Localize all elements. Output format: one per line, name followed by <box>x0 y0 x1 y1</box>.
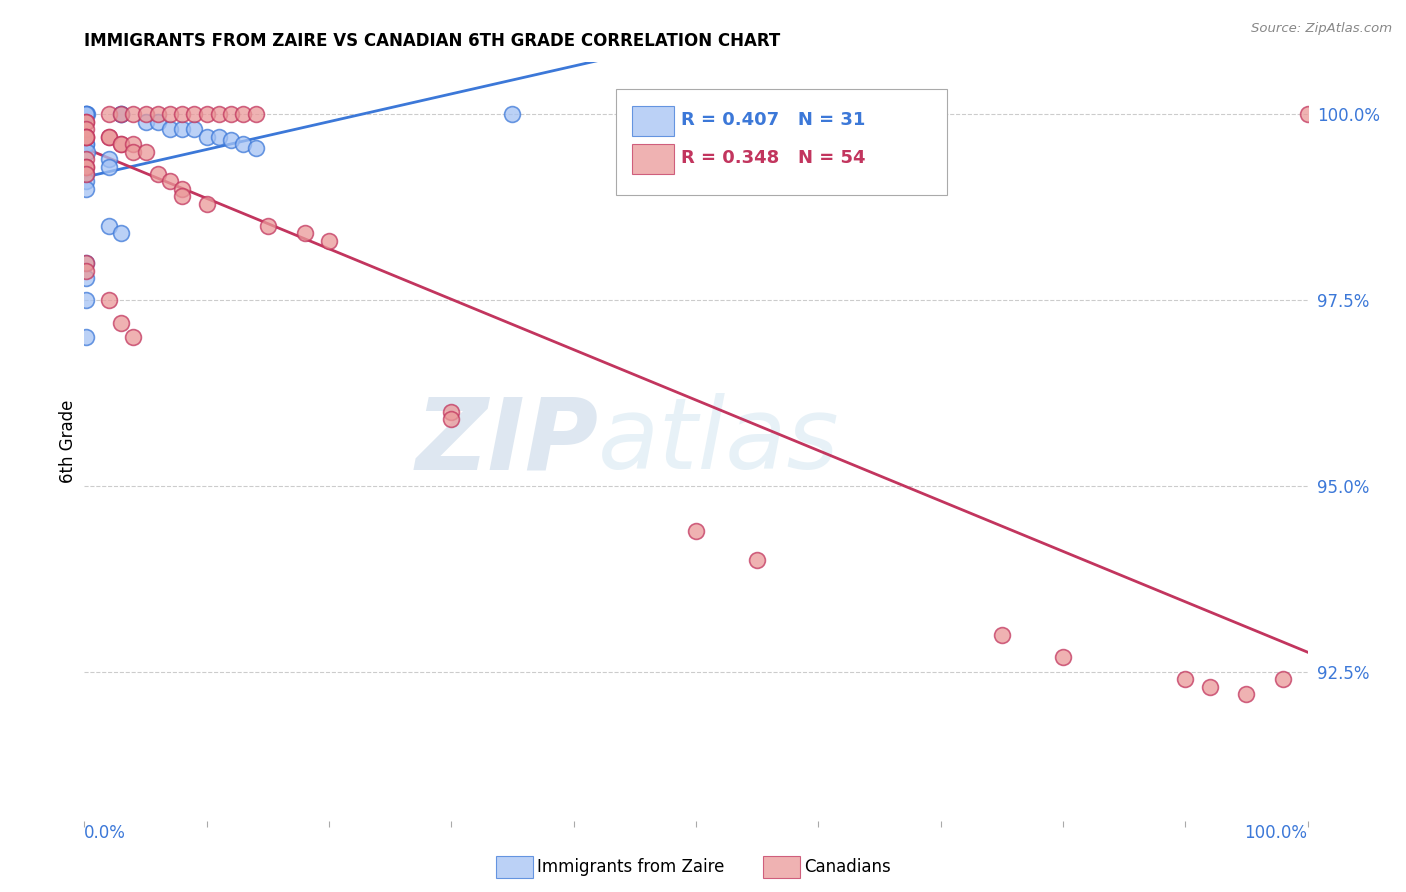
Point <box>208 107 231 121</box>
Point <box>75 137 97 152</box>
Point <box>219 107 242 121</box>
Point <box>183 122 205 136</box>
Point <box>1296 107 1319 121</box>
Point <box>75 115 97 129</box>
Point <box>318 234 340 248</box>
Point <box>110 107 132 121</box>
Point <box>97 293 120 308</box>
Point <box>172 122 194 136</box>
Point <box>75 182 97 196</box>
FancyBboxPatch shape <box>633 145 673 174</box>
Point <box>75 160 97 174</box>
Y-axis label: 6th Grade: 6th Grade <box>59 400 77 483</box>
Point <box>110 316 132 330</box>
Point <box>208 129 231 144</box>
Point <box>75 115 97 129</box>
Point <box>75 107 97 121</box>
Point <box>172 182 194 196</box>
Point <box>75 160 97 174</box>
Point <box>110 107 132 121</box>
Point <box>257 219 280 233</box>
Point <box>195 107 218 121</box>
Point <box>97 160 120 174</box>
Point <box>75 174 97 188</box>
Point <box>75 107 97 121</box>
Point <box>991 628 1014 642</box>
Point <box>75 129 97 144</box>
Point <box>685 524 707 538</box>
Point <box>97 107 120 121</box>
Point <box>183 107 205 121</box>
Point <box>75 271 97 285</box>
Point <box>135 115 157 129</box>
Text: IMMIGRANTS FROM ZAIRE VS CANADIAN 6TH GRADE CORRELATION CHART: IMMIGRANTS FROM ZAIRE VS CANADIAN 6TH GR… <box>84 32 780 50</box>
Point <box>75 167 97 181</box>
Point <box>97 152 120 166</box>
Point <box>195 196 218 211</box>
Point <box>747 553 769 567</box>
Point <box>110 107 132 121</box>
Point <box>75 152 97 166</box>
FancyBboxPatch shape <box>616 89 946 195</box>
Text: R = 0.348   N = 54: R = 0.348 N = 54 <box>682 149 866 167</box>
Point <box>75 137 97 152</box>
Point <box>1198 680 1220 694</box>
Point <box>146 167 169 181</box>
Point <box>110 137 132 152</box>
Point <box>1052 650 1074 665</box>
Point <box>97 129 120 144</box>
Point <box>245 107 267 121</box>
Point <box>440 405 463 419</box>
Point <box>159 122 181 136</box>
Point <box>110 137 132 152</box>
Point <box>75 129 97 144</box>
Point <box>195 129 218 144</box>
Point <box>97 129 120 144</box>
Point <box>1272 673 1295 687</box>
Text: R = 0.407   N = 31: R = 0.407 N = 31 <box>682 112 866 129</box>
Point <box>75 293 97 308</box>
Point <box>1236 687 1258 701</box>
Point <box>75 107 97 121</box>
Point <box>122 137 145 152</box>
Point <box>110 227 132 241</box>
Point <box>97 219 120 233</box>
Point <box>294 227 316 241</box>
Text: atlas: atlas <box>598 393 839 490</box>
Point <box>76 107 98 121</box>
Point <box>232 137 254 152</box>
FancyBboxPatch shape <box>633 106 673 136</box>
Point <box>75 263 97 277</box>
Point <box>75 129 97 144</box>
Text: 100.0%: 100.0% <box>1244 824 1308 842</box>
Point <box>502 107 524 121</box>
Point <box>245 141 267 155</box>
Point <box>440 412 463 426</box>
Point <box>76 145 98 159</box>
Point <box>75 122 97 136</box>
Point <box>1174 673 1197 687</box>
Point <box>135 107 157 121</box>
Text: Immigrants from Zaire: Immigrants from Zaire <box>537 858 724 876</box>
Point <box>159 107 181 121</box>
Point <box>122 330 145 344</box>
Point <box>75 330 97 344</box>
Point <box>146 107 169 121</box>
Point <box>172 189 194 203</box>
Text: ZIP: ZIP <box>415 393 598 490</box>
Point <box>159 174 181 188</box>
Text: 0.0%: 0.0% <box>84 824 127 842</box>
Text: Source: ZipAtlas.com: Source: ZipAtlas.com <box>1251 22 1392 36</box>
Point <box>122 107 145 121</box>
Point <box>75 256 97 270</box>
Point <box>135 145 157 159</box>
Point <box>172 107 194 121</box>
Point <box>75 167 97 181</box>
Text: Canadians: Canadians <box>804 858 891 876</box>
Point <box>122 145 145 159</box>
Point <box>75 256 97 270</box>
Point <box>232 107 254 121</box>
Point <box>219 133 242 147</box>
Point <box>146 115 169 129</box>
